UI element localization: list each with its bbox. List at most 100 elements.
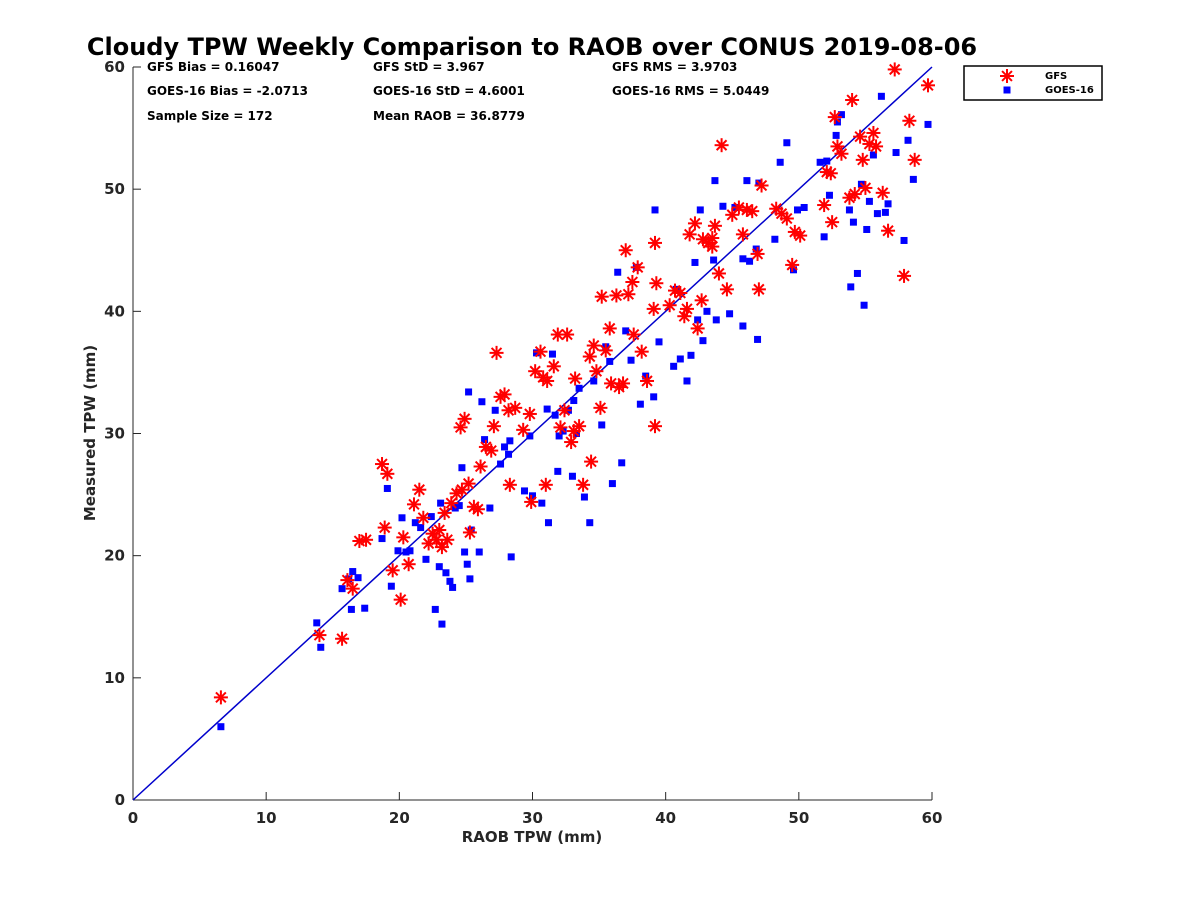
goes16-point xyxy=(833,118,841,126)
goes16-point xyxy=(406,547,414,555)
gfs-point xyxy=(705,239,720,254)
gfs-point xyxy=(213,690,228,705)
goes16-point xyxy=(575,384,583,392)
goes16-point xyxy=(783,139,791,147)
goes16-point xyxy=(361,604,369,612)
goes16-point xyxy=(422,555,430,563)
gfs-point xyxy=(616,376,631,391)
legend-goes16-label: GOES-16 xyxy=(1045,85,1094,96)
gfs-point xyxy=(385,563,400,578)
goes16-point xyxy=(711,177,719,185)
gfs-point xyxy=(866,125,881,140)
goes16-point xyxy=(636,400,644,408)
goes16-point xyxy=(606,357,614,365)
goes16-point xyxy=(614,268,622,276)
goes16-point xyxy=(884,200,892,208)
goes16-point xyxy=(570,397,578,405)
gfs-point xyxy=(630,260,645,275)
goes16-point xyxy=(825,191,833,199)
legend: GFS GOES-16 xyxy=(963,65,1103,101)
gfs-point xyxy=(582,349,597,364)
goes16-point xyxy=(696,206,704,214)
goes16-point xyxy=(411,519,419,527)
stat-gfs-std: GFS StD = 3.967 xyxy=(373,60,485,74)
goes16-point xyxy=(506,437,514,445)
gfs-point xyxy=(648,419,663,434)
gfs-point xyxy=(546,359,561,374)
gfs-point xyxy=(621,287,636,302)
gfs-point xyxy=(401,557,416,572)
goes16-point xyxy=(551,411,559,419)
goes16-point xyxy=(463,560,471,568)
goes16-point xyxy=(481,436,489,444)
stat-goes-rms: GOES-16 RMS = 5.0449 xyxy=(612,84,769,98)
goes16-point xyxy=(743,177,751,185)
goes16-point xyxy=(860,301,868,309)
gfs-point xyxy=(449,486,464,501)
goes16-point xyxy=(845,206,853,214)
gfs-point xyxy=(618,243,633,258)
goes16-point xyxy=(398,514,406,522)
goes16-point xyxy=(378,535,386,543)
gfs-point xyxy=(855,152,870,167)
gfs-point xyxy=(719,282,734,297)
gfs-point xyxy=(682,227,697,242)
goes16-point xyxy=(837,111,845,119)
goes16-point xyxy=(853,269,861,277)
gfs-point xyxy=(817,198,832,213)
gfs-point xyxy=(881,223,896,238)
goes16-point xyxy=(877,92,885,100)
goes16-point xyxy=(554,467,562,475)
goes16-point xyxy=(586,519,594,527)
goes16-point xyxy=(354,574,362,582)
gfs-point xyxy=(516,422,531,437)
goes16-point xyxy=(486,504,494,512)
x-tick-label: 50 xyxy=(788,809,809,827)
y-tick-label: 30 xyxy=(104,425,125,443)
gfs-point xyxy=(359,532,374,547)
goes16-point xyxy=(800,203,808,211)
goes16-point xyxy=(347,605,355,613)
goes16-point xyxy=(555,432,563,440)
goes16-point xyxy=(790,266,798,274)
gfs-point xyxy=(335,631,350,646)
gfs-point xyxy=(437,505,452,520)
goes16-point xyxy=(507,553,515,561)
y-tick-label: 0 xyxy=(115,791,125,809)
legend-gfs-symbol xyxy=(1000,69,1014,83)
y-tick-label: 20 xyxy=(104,547,125,565)
gfs-point xyxy=(457,411,472,426)
goes16-point xyxy=(544,519,552,527)
goes16-point xyxy=(387,582,395,590)
gfs-point xyxy=(858,180,873,195)
goes16-point xyxy=(543,405,551,413)
legend-goes16-marker xyxy=(1003,86,1011,94)
goes16-point xyxy=(754,335,762,343)
goes16-point xyxy=(739,255,747,263)
stat-sample-size: Sample Size = 172 xyxy=(147,109,273,123)
goes16-point xyxy=(427,513,435,521)
gfs-point xyxy=(340,573,355,588)
goes16-point xyxy=(924,120,932,128)
x-axis-label: RAOB TPW (mm) xyxy=(462,828,603,846)
goes16-point xyxy=(651,206,659,214)
goes16-point xyxy=(598,421,606,429)
goes16-point xyxy=(580,493,588,501)
gfs-point xyxy=(662,298,677,313)
legend-gfs-marker xyxy=(1000,69,1014,83)
goes16-point xyxy=(394,547,402,555)
goes16-point xyxy=(442,569,450,577)
chart-title: Cloudy TPW Weekly Comparison to RAOB ove… xyxy=(87,33,977,61)
gfs-point xyxy=(902,113,917,128)
gfs-point xyxy=(345,581,360,596)
gfs-point xyxy=(827,110,842,125)
goes16-point xyxy=(650,393,658,401)
goes16-point xyxy=(501,443,509,451)
gfs-point xyxy=(553,420,568,435)
goes16-point xyxy=(703,307,711,315)
goes16-point xyxy=(719,202,727,210)
goes16-point xyxy=(465,388,473,396)
y-tick-label: 10 xyxy=(104,669,125,687)
gfs-point xyxy=(745,204,760,219)
legend-gfs-label: GFS xyxy=(1045,71,1067,82)
